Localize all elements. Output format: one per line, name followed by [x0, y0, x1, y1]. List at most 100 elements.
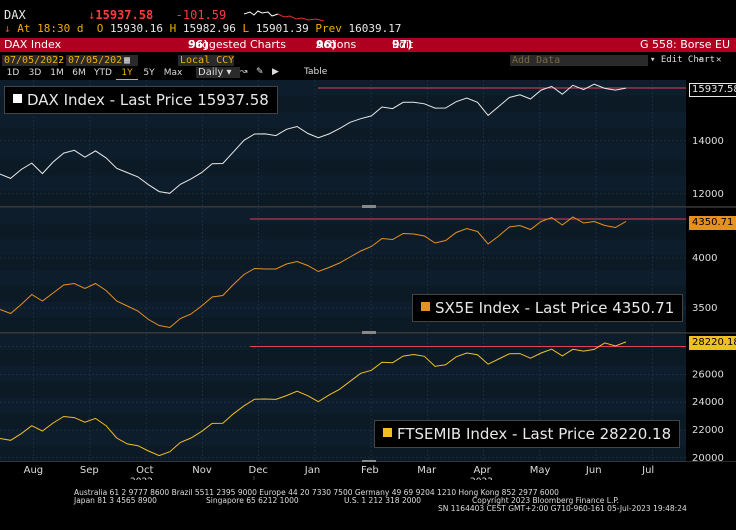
series-legend[interactable]: DAX Index - Last Price 15937.58 [4, 86, 278, 114]
high-value: 15982.96 [182, 22, 236, 35]
period-button-1m[interactable]: 1M [50, 68, 64, 78]
menu-bar: DAX Index 96) Suggested Charts 96) Actio… [0, 38, 736, 52]
series-line [0, 341, 627, 457]
y-tick-label: 24000 [692, 397, 724, 408]
line-chart-icon[interactable]: ↝ [240, 67, 248, 77]
undo-icon[interactable]: ↶ [698, 55, 704, 65]
series-legend[interactable]: SX5E Index - Last Price 4350.71 [412, 294, 684, 322]
x-tick-label: Feb [361, 465, 379, 476]
period-button-1y[interactable]: 1Y [116, 67, 138, 80]
period-button-1d[interactable]: 1D [6, 68, 20, 78]
y-tick-label: 3500 [692, 303, 717, 314]
x-tick-label: Jun [585, 465, 602, 476]
x-tick-label: Aug [24, 465, 44, 476]
x-tick-label: Mar [417, 465, 437, 476]
y-tick-label: 14000 [692, 136, 724, 147]
edit-chart-button[interactable]: ▾ Edit Chart [650, 55, 716, 65]
panel-resize-handle[interactable] [362, 331, 376, 334]
calendar-icon[interactable]: ▦ [122, 55, 138, 66]
down-arrow-icon: ↓ [88, 8, 96, 22]
quote-line-2: ↓ At 18:30 d O 15930.16 H 15982.96 L 159… [4, 22, 402, 35]
legend-swatch [383, 428, 392, 437]
last-price: 15937.58 [95, 8, 154, 22]
intraday-sparkline [244, 10, 324, 22]
panel-band [0, 175, 686, 192]
x-tick-label: Sep [80, 465, 99, 476]
period-button-5y[interactable]: 5Y [143, 68, 155, 78]
net-change: -101.59 [175, 8, 227, 22]
select-icon[interactable]: ▶ [272, 67, 279, 77]
legend-swatch [421, 302, 430, 311]
x-tick-label: May [530, 465, 551, 476]
footer-line-2c: U.S. 1 212 318 2000 [344, 496, 422, 505]
add-data-input[interactable]: Add Data [510, 55, 648, 66]
x-tick-label: Nov [192, 465, 212, 476]
chart-area[interactable]: 1400012000400035002800026000240002200020… [0, 80, 736, 480]
x-tick-label: Oct [136, 465, 153, 476]
ticker: DAX [4, 8, 26, 22]
panel-band [0, 270, 686, 287]
period-button-3d[interactable]: 3D [28, 68, 42, 78]
panel-band [0, 208, 686, 224]
draw-icon[interactable]: ✎ [256, 67, 264, 77]
footer-line-3: SN 1164403 CEST GMT+2:00 G710-960-161 05… [438, 504, 687, 513]
chevron-down-icon: ▾ [226, 67, 232, 78]
series-line [0, 83, 627, 194]
period-button-ytd[interactable]: YTD [94, 68, 112, 78]
footer-copyright: Copyright 2023 Bloomberg Finance L.P. [472, 496, 620, 505]
legend-label: SX5E Index - Last Price 4350.71 [435, 299, 675, 317]
y-tick-label: 20000 [692, 453, 724, 464]
quote-line-1: DAX ↓15937.58 -101.59 [4, 8, 226, 22]
last-price-tag: 4350.71 [689, 215, 736, 230]
frequency-select[interactable]: Daily ▾ [196, 67, 240, 78]
legend-label: DAX Index - Last Price 15937.58 [27, 91, 269, 109]
x-tick-label: Jan [304, 465, 320, 476]
panel-band [0, 143, 686, 160]
footer-line-1: Australia 61 2 9777 8600 Brazil 5511 239… [74, 488, 559, 497]
quote-time: 18:30 [37, 22, 71, 35]
panel-band [0, 398, 686, 414]
panel-resize-handle[interactable] [362, 205, 376, 208]
period-button-6m[interactable]: 6M [72, 68, 86, 78]
open-value: 15930.16 [110, 22, 163, 35]
y-tick-label: 26000 [692, 369, 724, 380]
footer-line-2a: Japan 81 3 4565 8900 [74, 496, 157, 505]
legend-label: FTSEMIB Index - Last Price 28220.18 [397, 425, 672, 443]
panel-resize-handle[interactable] [362, 460, 376, 463]
panel-band [0, 239, 686, 255]
x-tick-label: Dec [249, 465, 268, 476]
last-price-tag: 28220.18 [689, 336, 736, 351]
x-axis-background [0, 462, 736, 480]
prev-value: 16039.17 [348, 22, 402, 35]
footer: Australia 61 2 9777 8600 Brazil 5511 239… [0, 486, 736, 530]
period-button-max[interactable]: Max [163, 68, 183, 78]
panel-band [0, 366, 686, 382]
last-price-tag: 15937.58 [689, 82, 736, 97]
x-tick-label: Apr [473, 465, 491, 476]
table-button[interactable]: Table [304, 67, 328, 77]
period-toolbar: 1D 3D 1M 6M YTD 1Y 5Y Max Daily ▾ ↝ ✎ ▶ Table [0, 67, 736, 80]
year-label: 2022 [130, 477, 153, 480]
low-value: 15901.39 [255, 22, 309, 35]
currency-field[interactable]: Local CCY [178, 55, 235, 66]
start-date-field[interactable]: 07/05/2022 [2, 55, 65, 66]
quote-bar: DAX ↓15937.58 -101.59 ↓ At 18:30 d O 159… [0, 0, 736, 35]
year-label: 2023 [470, 477, 493, 480]
date-toolbar: 07/05/2022 - 07/05/2023 ▦ Local CCY Add … [0, 55, 736, 67]
chevron-down-icon: ▾ [650, 55, 656, 65]
down-arrow-icon: ↓ [4, 22, 11, 35]
close-icon[interactable]: ✕ [716, 55, 722, 65]
legend-swatch [13, 94, 22, 103]
y-tick-label: 4000 [692, 253, 717, 264]
end-date-field[interactable]: 07/05/2023 [66, 55, 129, 66]
y-tick-label: 22000 [692, 425, 724, 436]
series-line [0, 216, 627, 329]
panel-band [0, 111, 686, 128]
function-label: G 558: Borse EU [639, 38, 730, 51]
series-legend[interactable]: FTSEMIB Index - Last Price 28220.18 [374, 420, 681, 448]
y-tick-label: 12000 [692, 189, 724, 200]
x-tick-label: Jul [641, 465, 654, 476]
security-name: DAX Index [4, 38, 62, 51]
footer-line-2b: Singapore 65 6212 1000 [206, 496, 299, 505]
date-separator: - [58, 55, 64, 65]
